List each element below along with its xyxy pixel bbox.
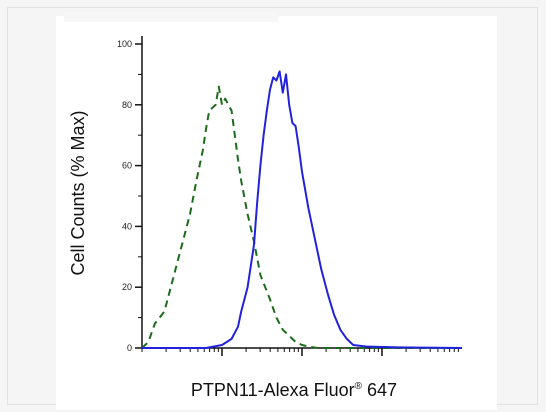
y-ticks: 0 20 40 60 80 100 — [117, 39, 142, 353]
caption-placeholder-bar — [64, 12, 278, 22]
y-tick-label: 20 — [122, 282, 132, 292]
x-ticks — [141, 348, 459, 356]
y-tick-label: 100 — [117, 39, 132, 49]
registered-mark: ® — [355, 381, 363, 392]
x-axis-title: PTPN11-Alexa Fluor® 647 — [191, 380, 397, 400]
x-axis-title-main: PTPN11-Alexa Fluor — [191, 380, 355, 400]
series-dashed-line — [141, 85, 462, 349]
chart-panel — [56, 16, 497, 410]
y-tick-label: 0 — [127, 343, 132, 353]
y-tick-label: 80 — [122, 100, 132, 110]
series-solid-line — [142, 70, 463, 349]
y-axis-title: Cell Counts (% Max) — [68, 110, 88, 275]
y-tick-label: 60 — [122, 161, 132, 171]
y-tick-label: 40 — [122, 221, 132, 231]
series-layer — [141, 70, 463, 349]
x-axis-title-end: 647 — [362, 380, 397, 400]
